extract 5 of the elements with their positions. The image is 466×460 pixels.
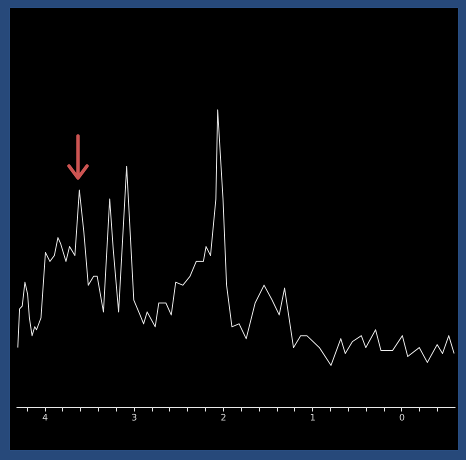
x-tick-label: 2 (220, 414, 226, 424)
x-tick-label: 1 (310, 414, 316, 424)
x-tick-label: 4 (42, 414, 48, 424)
x-tick-label: 0 (399, 414, 406, 424)
x-tick-label: 3 (131, 414, 138, 424)
